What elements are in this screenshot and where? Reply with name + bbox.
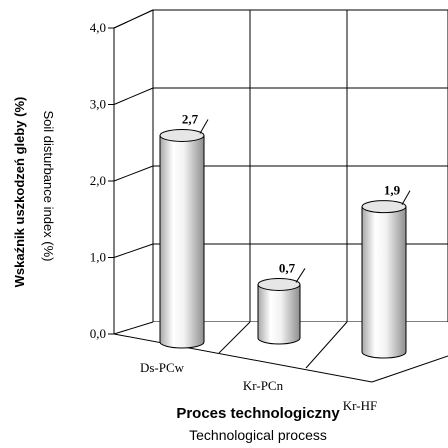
x-axis-title-primary: Proces technologiczny xyxy=(176,405,340,422)
bar-3: 1,9 xyxy=(361,183,411,359)
bar-1: 2,7 xyxy=(159,111,209,349)
data-label-leader xyxy=(401,190,411,205)
bar-top xyxy=(257,277,301,291)
x-tick-label: Kr-PCn xyxy=(243,378,284,393)
gridline-side xyxy=(113,9,154,29)
x-axis-ticks: Ds-PCw Kr-PCn Kr-HF xyxy=(140,360,377,413)
floor-front-edge xyxy=(113,333,373,383)
floor-right-edge xyxy=(371,355,448,383)
data-label: 2,7 xyxy=(182,111,199,126)
gridline-side xyxy=(113,243,154,258)
y-tick-label: 4,0 xyxy=(90,20,106,35)
bar-2: 0,7 xyxy=(257,260,306,345)
y-tick-label: 0,0 xyxy=(90,326,106,341)
data-label: 1,9 xyxy=(384,183,401,198)
y-axis-title-secondary: Soil disturbance index (%) xyxy=(41,110,56,261)
bar-top xyxy=(159,128,205,142)
gridline-side xyxy=(113,165,154,182)
floor-divider xyxy=(218,321,251,354)
x-axis-title-secondary: Technological process xyxy=(189,427,327,443)
y-tick-label: 3,0 xyxy=(90,97,106,112)
y-axis-ticks: 0,0 1,0 2,0 3,0 4,0 xyxy=(90,20,114,341)
bar-body xyxy=(159,134,205,349)
x-tick-label: Kr-HF xyxy=(343,398,377,413)
floor-divider xyxy=(305,321,348,369)
y-axis-title-primary: Wskaźnik uszkodzeń gleby (%) xyxy=(12,97,27,288)
x-tick-label: Ds-PCw xyxy=(140,360,185,375)
bar-top xyxy=(361,200,407,214)
y-tick-label: 2,0 xyxy=(90,173,106,188)
gridline-side xyxy=(113,87,154,105)
data-label: 0,7 xyxy=(279,260,296,275)
bars: 2,7 0,7 1,9 xyxy=(159,111,411,359)
data-label-leader xyxy=(199,119,209,134)
bar-body xyxy=(257,283,301,345)
y-tick-label: 1,0 xyxy=(90,250,106,265)
floor-left-edge xyxy=(113,321,154,335)
bar-body xyxy=(361,206,407,359)
data-label-leader xyxy=(295,268,306,283)
